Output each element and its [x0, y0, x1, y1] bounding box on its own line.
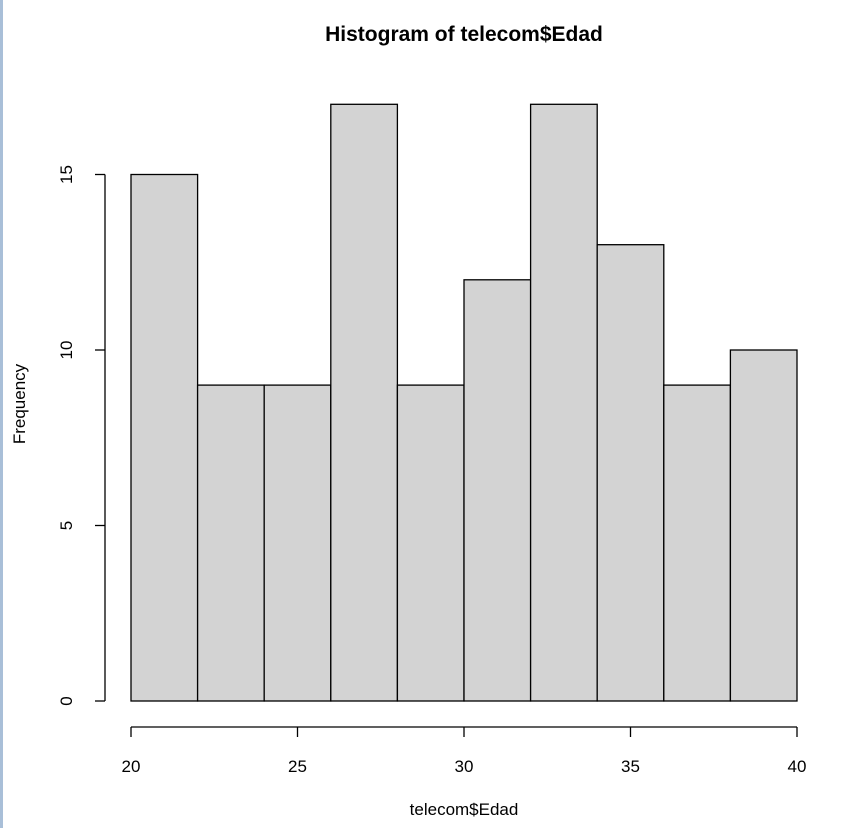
histogram-bar-20-22	[130, 173, 199, 702]
x-tick-label-30: 30	[455, 757, 474, 776]
chart-title: Histogram of telecom$Edad	[325, 23, 603, 46]
histogram-bar-34-36	[596, 244, 665, 702]
x-tick-label-20: 20	[122, 757, 141, 776]
y-tick-label-0: 0	[57, 696, 76, 705]
x-axis: 20 25 30 35 40	[122, 726, 807, 776]
x-tick-label-40: 40	[788, 757, 807, 776]
window-edge	[0, 0, 3, 828]
histogram-bar-32-34	[529, 103, 598, 702]
histogram-bar-22-24	[196, 384, 265, 702]
y-tick-label-5: 5	[57, 521, 76, 530]
histogram-bar-30-32	[463, 279, 532, 702]
x-tick-label-25: 25	[288, 757, 307, 776]
y-axis-label: Frequency	[10, 363, 29, 444]
x-axis-label: telecom$Edad	[410, 800, 519, 819]
x-tick-label-35: 35	[621, 757, 640, 776]
histogram-bar-26-28	[330, 103, 399, 702]
histogram-bar-28-30	[396, 384, 465, 702]
bars-group	[130, 103, 798, 702]
y-tick-label-10: 10	[57, 341, 76, 360]
histogram-bar-36-38	[663, 384, 732, 702]
y-axis: 0 5 10 15	[57, 165, 106, 706]
histogram-bar-24-26	[263, 384, 332, 702]
histogram-bar-38-40	[729, 349, 798, 702]
y-tick-label-15: 15	[57, 165, 76, 184]
